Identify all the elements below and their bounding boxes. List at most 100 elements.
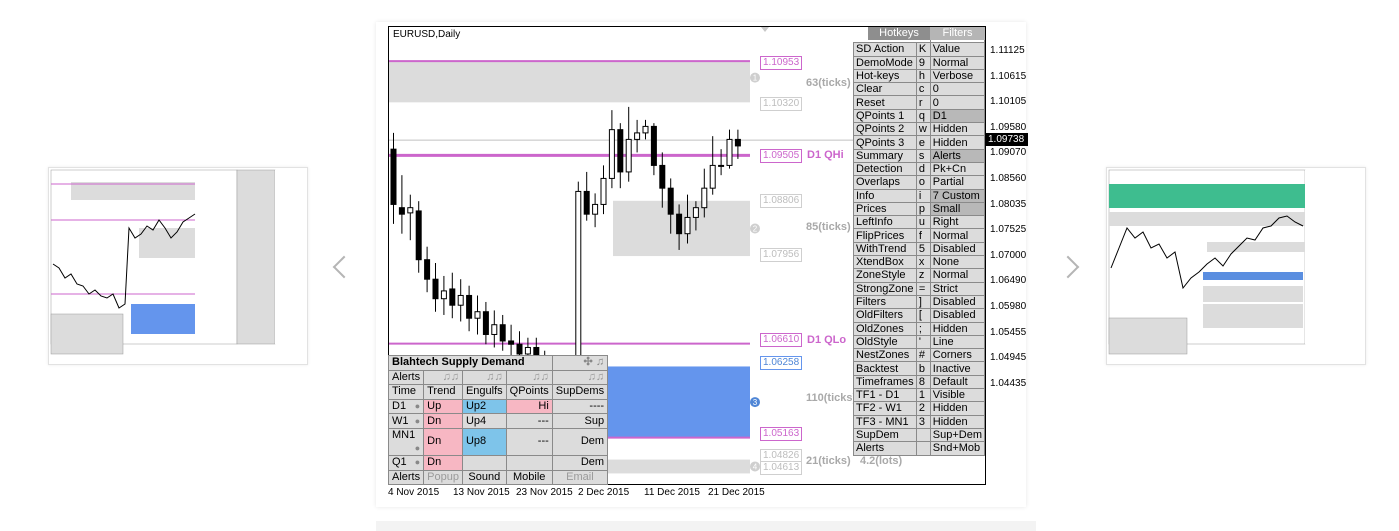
hotkey-row[interactable]: TF2 - W1 2 Hidden — [853, 401, 986, 416]
hotkey-row[interactable]: SupDem Sup+Dem — [853, 427, 986, 443]
hotkey-row[interactable]: Prices p Small — [853, 201, 986, 217]
hotkey-setting-name: NestZones — [853, 348, 917, 363]
tab-filters[interactable]: Filters — [930, 27, 985, 40]
hotkey-value[interactable]: 7 Custom — [929, 188, 986, 203]
hotkey-row[interactable]: NestZones # Corners — [853, 348, 986, 363]
hotkey-value[interactable]: Hidden — [929, 135, 986, 150]
hotkey-row[interactable]: WithTrend 5 Disabled — [853, 241, 986, 257]
hotkey-row[interactable]: FlipPrices f Normal — [853, 228, 986, 243]
hotkey-value[interactable]: Sup+Dem — [929, 427, 986, 443]
dashboard-controls[interactable]: ✣ ♫ — [551, 355, 609, 371]
candle-body — [692, 207, 699, 218]
hotkey-row[interactable]: Summary s Alerts — [853, 148, 986, 163]
supply-zone-4 — [599, 459, 750, 474]
candle-body — [508, 340, 515, 345]
tab-hotkeys[interactable]: Hotkeys — [868, 27, 930, 40]
gallery-prev-arrow[interactable] — [332, 255, 356, 279]
hotkey-row[interactable]: QPoints 1 q D1 — [853, 108, 986, 124]
gallery-next-arrow[interactable] — [1056, 255, 1080, 279]
hotkey-value[interactable]: Default — [929, 374, 986, 390]
hotkey-row[interactable]: SD Action K Value — [853, 42, 986, 57]
hotkey-row[interactable]: ZoneStyle z Normal — [853, 268, 986, 283]
hotkey-value[interactable]: Disabled — [929, 294, 986, 310]
info-icon[interactable]: ● — [414, 415, 421, 426]
hotkey-row[interactable]: Alerts Snd+Mob — [853, 441, 986, 456]
price-tick-label: 1.07000 — [990, 249, 1027, 261]
price-tick-label: 1.09070 — [990, 147, 1027, 159]
hotkey-value[interactable]: Alerts — [929, 148, 986, 163]
hotkey-value[interactable]: Hidden — [929, 321, 986, 336]
hotkey-value[interactable]: Pk+Cn — [929, 161, 986, 177]
hotkey-setting-name: XtendBox — [853, 255, 917, 270]
hotkey-value[interactable]: Verbose — [929, 68, 986, 84]
hotkey-row[interactable]: XtendBox x None — [853, 255, 986, 270]
hotkey-value[interactable]: Strict — [929, 281, 986, 296]
alert-channel-toggle[interactable]: Email — [551, 469, 609, 486]
hotkey-row[interactable]: StrongZone = Strict — [853, 281, 986, 296]
hotkey-row[interactable]: Overlaps o Partial — [853, 175, 986, 190]
hotkey-value[interactable]: Line — [929, 334, 986, 350]
hotkey-value[interactable]: 0 — [929, 82, 986, 97]
hotkey-row[interactable]: Backtest b Inactive — [853, 361, 986, 376]
alert-channel-toggle[interactable]: Sound — [461, 469, 507, 486]
hotkey-row[interactable]: DemoMode 9 Normal — [853, 55, 986, 70]
info-icon[interactable]: ● — [414, 457, 421, 468]
hotkey-value[interactable]: Normal — [929, 228, 986, 243]
hotkey-value[interactable]: Normal — [929, 268, 986, 283]
info-icon[interactable]: ● — [414, 442, 421, 453]
hotkey-key: 9 — [915, 55, 931, 70]
dashboard-title: Blahtech Supply Demand — [388, 355, 553, 371]
alert-sound-toggle[interactable]: ♫♫ — [551, 369, 609, 386]
hotkey-value[interactable]: Normal — [929, 55, 986, 70]
hotkey-value[interactable]: Value — [929, 42, 986, 57]
hotkey-row[interactable]: TF3 - MN1 3 Hidden — [853, 414, 986, 429]
hotkey-row[interactable]: QPoints 2 w Hidden — [853, 122, 986, 137]
hotkey-row[interactable]: OldFilters[Disabled — [853, 308, 986, 323]
hotkey-row[interactable]: Info i 7 Custom — [853, 188, 986, 203]
hotkey-row[interactable]: LeftInfo u Right — [853, 215, 986, 230]
hotkey-value[interactable]: Disabled — [929, 241, 986, 257]
hotkey-value[interactable]: Corners — [929, 348, 986, 363]
hotkey-value[interactable]: Hidden — [929, 122, 986, 137]
hotkey-row[interactable]: Reset r 0 — [853, 95, 986, 110]
candle-body — [390, 148, 397, 205]
alert-sound-toggle[interactable]: ♫♫ — [505, 369, 553, 386]
hotkey-value[interactable]: Partial — [929, 175, 986, 190]
candle-body — [684, 216, 691, 235]
hotkey-row[interactable]: Detection d Pk+Cn — [853, 161, 986, 177]
timeframe-label: Q1 ● — [387, 454, 425, 471]
supdem-cell: Sup — [551, 413, 609, 429]
hotkey-value[interactable]: None — [929, 255, 986, 270]
alert-sound-toggle[interactable]: ♫♫ — [461, 369, 507, 386]
hotkey-value[interactable]: Hidden — [929, 401, 986, 416]
info-icon[interactable]: ● — [414, 401, 421, 412]
hotkey-row[interactable]: Timeframes 8 Default — [853, 374, 986, 390]
hotkey-row[interactable]: Filters] Disabled — [853, 294, 986, 310]
thumbnail-prev[interactable] — [48, 167, 308, 365]
alert-channel-toggle[interactable]: Mobile — [505, 469, 553, 486]
alert-sound-toggle[interactable]: ♫♫ — [423, 369, 463, 386]
hotkey-row[interactable]: Hot-keys h Verbose — [853, 68, 986, 84]
hotkey-value[interactable]: Disabled — [929, 308, 986, 323]
hotkey-row[interactable]: Clear c 0 — [853, 82, 986, 97]
thumbnail-next[interactable] — [1106, 167, 1366, 365]
hotkey-value[interactable]: Right — [929, 215, 986, 230]
hotkey-row[interactable]: TF1 - D1 1 Visible — [853, 388, 986, 403]
hotkey-key: z — [915, 268, 931, 283]
hotkey-key: 3 — [915, 414, 931, 429]
hotkey-row[interactable]: QPoints 3 e Hidden — [853, 135, 986, 150]
hotkey-value[interactable]: D1 — [929, 108, 986, 124]
hotkey-row[interactable]: OldStyle ' Line — [853, 334, 986, 350]
hotkey-setting-name: Info — [853, 188, 917, 203]
price-tick-label: 1.09580 — [990, 121, 1027, 133]
hotkey-value[interactable]: Small — [929, 201, 986, 217]
alert-channel-toggle[interactable]: Popup — [423, 469, 463, 486]
hotkey-value[interactable]: 0 — [929, 95, 986, 110]
hotkey-value[interactable]: Inactive — [929, 361, 986, 376]
hotkey-row[interactable]: OldZones; Hidden — [853, 321, 986, 336]
hotkey-value[interactable]: Visible — [929, 388, 986, 403]
hotkey-value[interactable]: Hidden — [929, 414, 986, 429]
hotkey-value[interactable]: Snd+Mob — [929, 441, 986, 456]
timeframe-label: W1 ● — [387, 413, 425, 429]
hotkey-key: q — [915, 108, 931, 124]
